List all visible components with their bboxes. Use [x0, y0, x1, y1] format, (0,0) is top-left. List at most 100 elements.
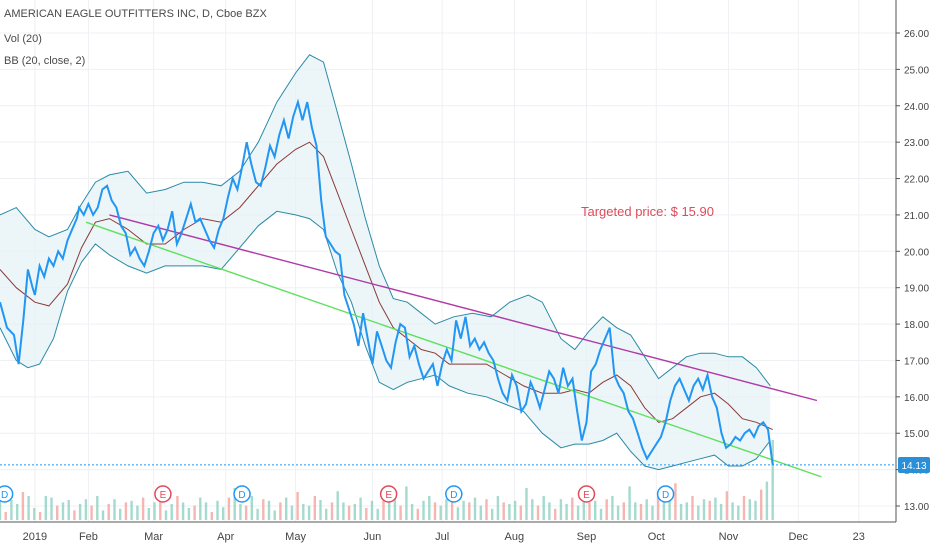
event-circle: [154, 485, 172, 503]
volume-bar: [634, 502, 637, 520]
legend-bollinger[interactable]: BB (20, close, 2): [4, 55, 85, 67]
x-tick-label: Aug: [505, 531, 525, 543]
volume-bar: [233, 488, 236, 520]
volume-bar: [456, 507, 460, 520]
volume-bar: [44, 496, 47, 520]
volume-bar: [107, 504, 110, 520]
volume-bar: [285, 497, 288, 520]
volume-bar: [56, 505, 59, 520]
volume-bar: [662, 500, 666, 520]
volume-bar: [336, 491, 339, 520]
event-circle: [656, 485, 675, 503]
volume-bar: [496, 496, 500, 520]
volume-bar: [164, 510, 168, 520]
volume-bar: [27, 496, 30, 520]
x-tick-label: Mar: [144, 531, 163, 543]
volume-bar: [130, 500, 133, 520]
y-tick-label: 15.00: [904, 429, 929, 440]
volume-bar: [199, 497, 202, 520]
earnings-marker: E: [154, 485, 172, 503]
volume-bar: [742, 496, 746, 520]
volume-bar: [33, 508, 36, 520]
volume-bar: [153, 502, 156, 520]
volume-bar: [330, 502, 334, 520]
dividend-marker: D: [0, 485, 14, 503]
volume-bar: [657, 496, 660, 520]
last-price-label: 14.13: [901, 461, 926, 472]
volume-bar: [760, 489, 763, 520]
volume-bar: [250, 496, 253, 520]
volume-bar: [290, 505, 294, 520]
price-line: [0, 98, 774, 466]
event-circle: [445, 485, 463, 503]
target-price-annotation[interactable]: Targeted price: $ 15.90: [581, 204, 714, 219]
legend-volume[interactable]: Vol (20): [4, 33, 42, 45]
event-label: D: [662, 490, 669, 501]
volume-bar: [639, 504, 643, 520]
volume-bar: [611, 496, 614, 520]
event-label: E: [385, 490, 392, 501]
volume-bar: [342, 502, 345, 520]
volume-bar: [50, 497, 53, 520]
event-circle: [379, 485, 398, 503]
y-tick-label: 16.00: [904, 393, 929, 404]
volume-bar: [599, 508, 603, 520]
volume-bar: [668, 497, 671, 520]
volume-bar: [319, 500, 322, 520]
volume-bars: [0, 440, 774, 520]
volume-bar: [605, 499, 608, 520]
bb-lower-line: [0, 210, 771, 471]
x-tick-label: 2019: [23, 531, 47, 543]
volume-bar: [359, 497, 362, 520]
volume-bar: [536, 505, 540, 520]
volume-bar: [502, 502, 505, 520]
y-tick-label: 26.00: [904, 29, 929, 40]
volume-bar: [78, 504, 82, 520]
event-circle: [233, 485, 251, 503]
volume-bar: [136, 505, 139, 520]
x-tick-label: Jun: [363, 531, 381, 543]
volume-bar: [279, 502, 282, 520]
y-tick-label: 20.00: [904, 247, 929, 258]
volume-bar: [84, 499, 88, 520]
volume-bar: [513, 500, 517, 520]
volume-bar: [216, 500, 219, 520]
earnings-marker: E: [379, 485, 398, 503]
event-circle: [577, 485, 596, 503]
volume-bar: [90, 505, 93, 520]
volume-bar: [702, 499, 706, 520]
x-tick-label: Nov: [719, 531, 739, 543]
volume-bar: [450, 496, 454, 520]
volume-bar: [302, 504, 305, 520]
volume-bar: [531, 499, 534, 520]
volume-bar: [416, 508, 419, 520]
volume-bar: [554, 508, 557, 520]
volume-bar: [628, 486, 631, 520]
volume-bar: [405, 486, 408, 520]
event-label: E: [160, 490, 167, 501]
volume-bar: [771, 440, 774, 520]
volume-bar: [422, 500, 425, 520]
volume-bar: [559, 499, 563, 520]
y-tick-label: 17.00: [904, 356, 929, 367]
volume-bar: [101, 510, 105, 520]
volume-bar: [571, 497, 574, 520]
x-tick-label: May: [285, 531, 306, 543]
y-tick-label: 21.00: [904, 211, 929, 222]
volume-bar: [576, 505, 580, 520]
y-tick-label: 19.00: [904, 284, 929, 295]
volume-bar: [4, 512, 7, 520]
volume-bar: [296, 492, 299, 520]
volume-bar: [410, 504, 414, 520]
trendline-lower: [85, 221, 822, 478]
volume-bar: [685, 502, 688, 520]
volume-bar: [725, 491, 729, 520]
volume-bar: [622, 502, 625, 520]
volume-bar: [244, 505, 248, 520]
legend-title[interactable]: AMERICAN EAGLE OUTFITTERS INC, D, Cboe B…: [4, 8, 267, 20]
volume-bar: [239, 504, 242, 520]
volume-bar: [428, 496, 431, 520]
volume-bar: [479, 505, 482, 520]
